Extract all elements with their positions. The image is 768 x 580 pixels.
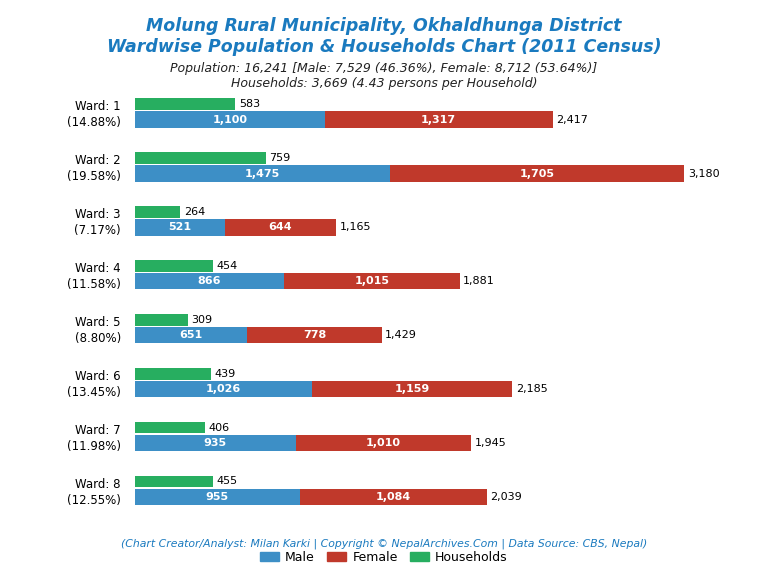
Bar <box>134 98 236 110</box>
Text: Ward: 7
(11.98%): Ward: 7 (11.98%) <box>67 424 121 453</box>
Text: 1,100: 1,100 <box>212 115 247 125</box>
Bar <box>134 476 214 487</box>
Bar <box>134 206 180 218</box>
Text: 521: 521 <box>168 223 191 233</box>
Bar <box>300 489 487 505</box>
Text: 1,317: 1,317 <box>421 115 456 125</box>
Text: 1,945: 1,945 <box>475 438 506 448</box>
Text: 439: 439 <box>214 369 235 379</box>
Text: 2,185: 2,185 <box>516 384 548 394</box>
Bar <box>134 435 296 451</box>
Text: 651: 651 <box>179 331 203 340</box>
Text: 454: 454 <box>217 261 238 271</box>
Text: Population: 16,241 [Male: 7,529 (46.36%), Female: 8,712 (53.64%)]: Population: 16,241 [Male: 7,529 (46.36%)… <box>170 62 598 75</box>
Bar <box>325 111 552 128</box>
Text: 1,010: 1,010 <box>366 438 401 448</box>
Text: 2,039: 2,039 <box>491 492 522 502</box>
Bar <box>296 435 471 451</box>
Text: 1,015: 1,015 <box>355 277 389 287</box>
Text: Households: 3,669 (4.43 persons per Household): Households: 3,669 (4.43 persons per Hous… <box>230 77 538 89</box>
Bar <box>134 314 188 325</box>
Bar <box>134 489 300 505</box>
Bar <box>134 327 247 343</box>
Text: 1,475: 1,475 <box>244 169 280 179</box>
Bar <box>225 219 336 235</box>
Bar <box>134 260 213 271</box>
Legend: Male, Female, Households: Male, Female, Households <box>257 548 511 568</box>
Text: 1,705: 1,705 <box>519 169 554 179</box>
Text: Ward: 8
(12.55%): Ward: 8 (12.55%) <box>67 478 121 507</box>
Text: 1,084: 1,084 <box>376 492 411 502</box>
Text: 3,180: 3,180 <box>688 169 720 179</box>
Text: 264: 264 <box>184 207 205 217</box>
Bar <box>134 381 312 397</box>
Text: 1,429: 1,429 <box>385 331 417 340</box>
Text: Ward: 6
(13.45%): Ward: 6 (13.45%) <box>67 370 121 399</box>
Bar <box>247 327 382 343</box>
Text: Ward: 2
(19.58%): Ward: 2 (19.58%) <box>67 154 121 183</box>
Bar <box>134 165 389 182</box>
Text: 644: 644 <box>269 223 292 233</box>
Bar <box>134 368 210 379</box>
Text: 778: 778 <box>303 331 326 340</box>
Text: 455: 455 <box>217 477 238 487</box>
Text: 935: 935 <box>204 438 227 448</box>
Text: 2,417: 2,417 <box>556 115 588 125</box>
Bar <box>134 152 266 164</box>
Text: 866: 866 <box>197 277 221 287</box>
Text: 309: 309 <box>191 315 213 325</box>
Text: 406: 406 <box>208 423 230 433</box>
Text: 583: 583 <box>239 99 260 109</box>
Bar <box>134 422 205 433</box>
Text: 1,026: 1,026 <box>206 384 241 394</box>
Text: 1,165: 1,165 <box>339 223 371 233</box>
Bar <box>134 219 225 235</box>
Text: Ward: 4
(11.58%): Ward: 4 (11.58%) <box>67 262 121 291</box>
Text: (Chart Creator/Analyst: Milan Karki | Copyright © NepalArchives.Com | Data Sourc: (Chart Creator/Analyst: Milan Karki | Co… <box>121 538 647 549</box>
Text: Molung Rural Municipality, Okhaldhunga District: Molung Rural Municipality, Okhaldhunga D… <box>147 17 621 35</box>
Text: 759: 759 <box>270 153 290 163</box>
Bar <box>284 273 460 289</box>
Bar <box>134 273 284 289</box>
Text: Ward: 1
(14.88%): Ward: 1 (14.88%) <box>67 100 121 129</box>
Text: 1,159: 1,159 <box>395 384 430 394</box>
Bar <box>312 381 512 397</box>
Text: Wardwise Population & Households Chart (2011 Census): Wardwise Population & Households Chart (… <box>107 38 661 56</box>
Bar <box>389 165 684 182</box>
Bar <box>134 111 325 128</box>
Text: 955: 955 <box>206 492 229 502</box>
Text: Ward: 5
(8.80%): Ward: 5 (8.80%) <box>74 316 121 345</box>
Text: 1,881: 1,881 <box>463 277 495 287</box>
Text: Ward: 3
(7.17%): Ward: 3 (7.17%) <box>74 208 121 237</box>
